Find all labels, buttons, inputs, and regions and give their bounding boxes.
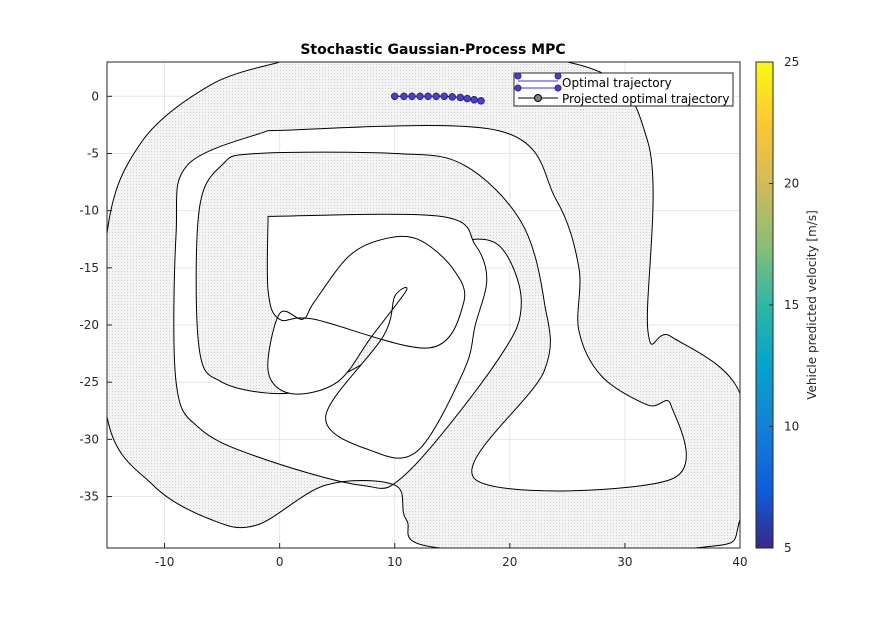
y-tick-label: -5 — [87, 146, 99, 160]
x-tick-label: 10 — [387, 555, 402, 569]
x-tick-label: 30 — [617, 555, 632, 569]
y-tick-label: 0 — [91, 89, 99, 103]
y-tick-label: -20 — [79, 318, 99, 332]
optimal-trajectory-point — [440, 92, 448, 100]
optimal-trajectory-point — [416, 92, 424, 100]
legend-marker-optimal-d — [554, 84, 562, 92]
legend-marker-optimal-c — [514, 84, 522, 92]
legend-marker-projected — [534, 94, 542, 102]
x-tick-label: 40 — [732, 555, 747, 569]
colorbar: 5 10 15 20 25 Vehicle predicted velocity [m/… — [755, 55, 819, 555]
y-tick-label: -30 — [79, 432, 99, 446]
optimal-trajectory-point — [477, 97, 485, 105]
track-island-boundary — [266, 213, 488, 459]
legend-box — [513, 72, 734, 107]
legend: Optimal trajectory Projected optimal tra… — [513, 72, 734, 107]
track-inner-edge — [173, 125, 687, 492]
y-tick-label: -15 — [79, 261, 99, 275]
optimal-trajectory-point — [463, 94, 471, 103]
optimal-trajectory-point — [432, 92, 440, 100]
track-surface — [107, 62, 740, 548]
x-tick-label: 0 — [276, 555, 284, 569]
x-tick-label: -10 — [155, 555, 175, 569]
y-tick-label: -10 — [79, 204, 99, 218]
colorbar-tick-label: 15 — [784, 298, 799, 312]
legend-marker-optimal-b — [554, 72, 562, 80]
optimal-trajectory-series — [391, 92, 485, 105]
x-axis: -10 0 10 20 30 40 — [155, 543, 748, 569]
y-tick-label: -35 — [79, 490, 99, 504]
x-tick-label: 20 — [502, 555, 517, 569]
optimal-trajectory-point — [408, 92, 416, 100]
optimal-trajectory-point — [448, 93, 456, 101]
y-tick-label: -25 — [79, 375, 99, 389]
legend-label-projected: Projected optimal trajectory — [562, 92, 729, 106]
colorbar-tick-label: 25 — [784, 55, 799, 69]
optimal-trajectory-point — [456, 93, 464, 102]
chart-title: Stochastic Gaussian-Process MPC — [300, 42, 565, 58]
colorbar-ticks: 5 10 15 20 25 — [769, 55, 799, 555]
legend-label-optimal: Optimal trajectory — [562, 76, 672, 90]
colorbar-tick-label: 10 — [784, 420, 799, 434]
colorbar-tick-label: 5 — [784, 541, 792, 555]
optimal-trajectory-point — [391, 92, 399, 100]
colorbar-label: Vehicle predicted velocity [m/s] — [805, 210, 819, 400]
track — [107, 62, 740, 548]
track-outer-boundary — [107, 62, 740, 548]
y-axis: 0 -5 -10 -15 -20 -25 -30 -35 — [79, 89, 112, 504]
colorbar-tick-label: 20 — [784, 177, 799, 191]
optimal-trajectory-point — [470, 96, 478, 104]
optimal-trajectory-point — [400, 92, 408, 100]
legend-marker-optimal-a — [514, 72, 522, 80]
optimal-trajectory-point — [424, 92, 432, 100]
axes-box — [106, 61, 741, 549]
